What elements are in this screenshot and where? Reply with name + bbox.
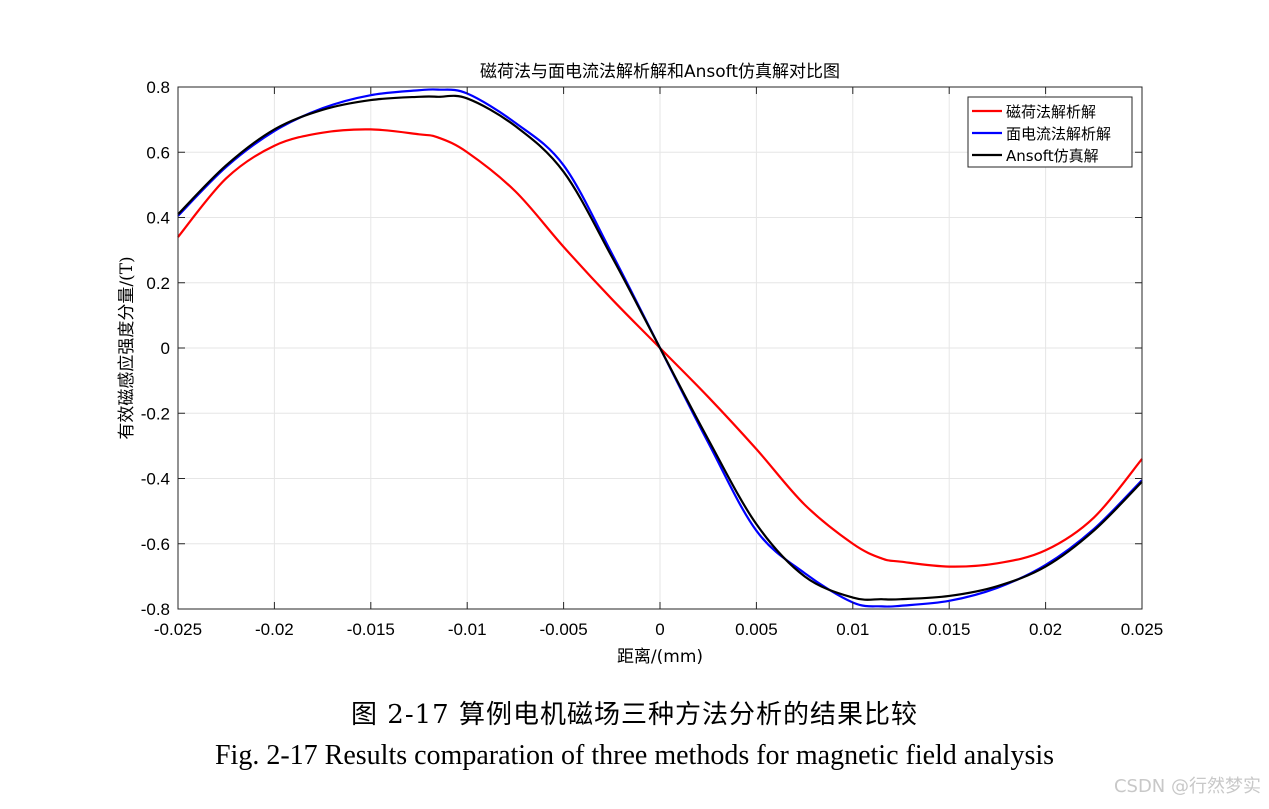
x-tick-label: -0.015: [347, 620, 395, 639]
x-tick-label: -0.01: [448, 620, 487, 639]
y-axis-label: 有效磁感应强度分量/(T): [117, 256, 137, 439]
y-tick-label: 0.8: [146, 78, 170, 97]
axis-ticks: -0.025 -0.02 -0.015 -0.01 -0.005 0 0.005 0.01 0.…: [141, 78, 1164, 639]
x-axis-label: 距离/(mm): [617, 647, 703, 667]
legend-entry-label: Ansoft仿真解: [1006, 147, 1099, 165]
y-tick-label: -0.4: [141, 470, 170, 489]
x-tick-label: 0.015: [928, 620, 971, 639]
x-tick-label: 0.02: [1029, 620, 1062, 639]
line-chart: 磁荷法与面电流法解析解和Ansoft仿真解对比图 -0.025 -0.02 -0.0…: [117, 62, 1164, 667]
x-tick-label: -0.02: [255, 620, 294, 639]
chart-title: 磁荷法与面电流法解析解和Ansoft仿真解对比图: [480, 62, 840, 82]
y-tick-label: -0.8: [141, 600, 170, 619]
y-tick-label: 0.6: [146, 143, 170, 162]
data-series: [177, 88, 1143, 608]
y-tick-label: 0.4: [146, 209, 170, 228]
y-tick-label: -0.6: [141, 535, 170, 554]
x-tick-label: 0.005: [735, 620, 778, 639]
x-tick-label: -0.025: [154, 620, 202, 639]
figure-caption-english: Fig. 2-17 Results comparation of three m…: [214, 740, 1055, 771]
x-tick-label: 0.025: [1121, 620, 1164, 639]
x-tick-label: 0: [655, 620, 664, 639]
legend-entry-label: 面电流法解析解: [1006, 125, 1111, 143]
legend-entry-label: 磁荷法解析解: [1006, 103, 1096, 121]
series-line-ansoft: [177, 94, 1143, 601]
x-tick-label: -0.005: [539, 620, 587, 639]
figure-caption-chinese: 图 2-17 算例电机磁场三种方法分析的结果比较: [351, 700, 918, 730]
y-tick-label: 0.2: [146, 274, 170, 293]
y-tick-label: -0.2: [141, 404, 170, 423]
y-tick-label: 0: [161, 339, 170, 358]
watermark: CSDN @行然梦实: [1113, 776, 1261, 797]
x-tick-label: 0.01: [836, 620, 869, 639]
